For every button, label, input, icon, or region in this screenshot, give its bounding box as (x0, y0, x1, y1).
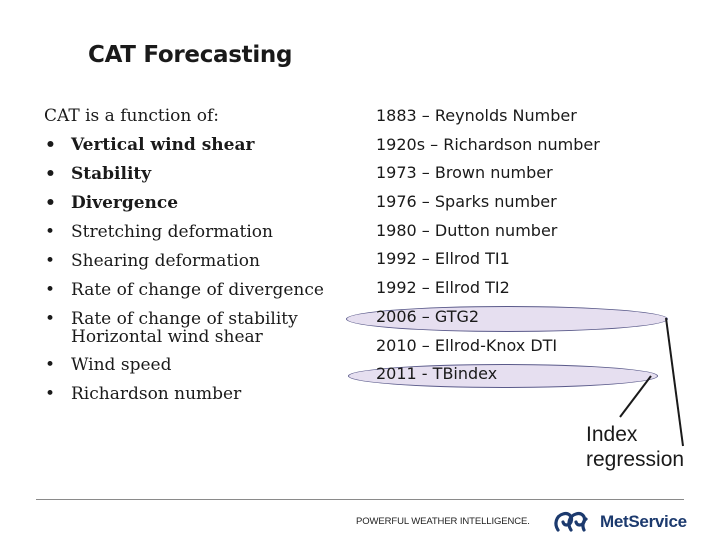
bullet: • (45, 222, 56, 242)
bullet: • (45, 164, 56, 184)
metservice-logo: MetService (552, 508, 687, 536)
list-intro: CAT is a function of: (44, 106, 220, 126)
bullet: • (45, 280, 56, 300)
list-item: • Stretching deformation (44, 218, 324, 247)
timeline-row: 2006 – GTG2 (376, 306, 480, 326)
highlight-ellipse-tbindex (348, 364, 658, 388)
list-item: • Rate of change of stability (44, 305, 324, 334)
list-item: • Wind speed (44, 351, 324, 380)
timeline-row: 1992 – Ellrod TI1 (376, 249, 510, 269)
timeline-row: 1992 – Ellrod TI2 (376, 278, 510, 298)
footer-divider (36, 499, 684, 500)
bullet: • (45, 355, 56, 375)
timeline-row: 1980 – Dutton number (376, 220, 558, 240)
logo-wordmark: MetService (600, 512, 687, 531)
bullet: • (45, 135, 56, 155)
bullet: • (45, 384, 56, 404)
list-item: • Rate of change of divergence (44, 276, 324, 305)
timeline-row: 1883 – Reynolds Number (376, 106, 577, 125)
timeline-row: 2011 - TBindex (376, 364, 498, 384)
list-item: • Stability (44, 160, 324, 189)
metservice-logo-icon (554, 511, 588, 532)
list-item: • Divergence (44, 189, 324, 218)
list-item: • Vertical wind shear (44, 131, 324, 160)
timeline-row: 1920s – Richardson number (376, 134, 600, 154)
timeline-row: 2010 – Ellrod-Knox DTI (376, 335, 558, 355)
index-regression-label: Index regression (586, 423, 685, 471)
timeline-row: 1973 – Brown number (376, 163, 553, 183)
footer-tagline: POWERFUL WEATHER INTELLIGENCE. (356, 516, 530, 527)
list-item: • Richardson number (44, 380, 324, 409)
cat-factors-list: CAT is a function of: • Vertical wind she… (44, 102, 324, 409)
list-item: • Shearing deformation (44, 247, 324, 276)
slide-title: CAT Forecasting (88, 42, 293, 68)
list-item-continuation: Horizontal wind shear (71, 327, 263, 347)
index-timeline: 1883 – Reynolds Number 1920s – Richardso… (376, 102, 600, 389)
bullet: • (45, 309, 56, 329)
bullet: • (45, 193, 56, 213)
timeline-row: 1976 – Sparks number (376, 192, 557, 212)
bullet: • (45, 251, 56, 271)
